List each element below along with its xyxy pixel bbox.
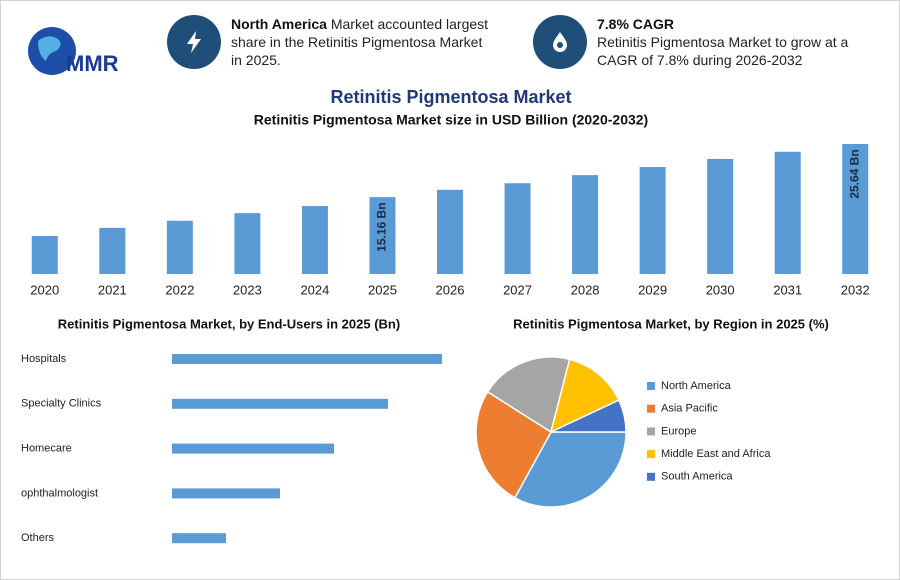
- category-label: ophthalmologist: [21, 487, 98, 499]
- pie-slice: [549, 358, 620, 434]
- x-tick-label: 2032: [841, 282, 870, 297]
- info-card: North America Market accounted largest s…: [167, 15, 497, 69]
- bar: [774, 151, 801, 274]
- x-tick-label: 2025: [368, 282, 397, 297]
- category-label: Homecare: [21, 443, 72, 455]
- card-body: Market accounted largest share in the Re…: [231, 16, 489, 68]
- x-tick-label: 2020: [30, 282, 59, 297]
- chart-title: Retinitis Pigmentosa Market size in USD …: [254, 112, 648, 128]
- bar: [572, 175, 599, 274]
- bar: [707, 158, 734, 274]
- x-tick-label: 2029: [638, 282, 667, 297]
- bar: [172, 488, 280, 499]
- legend-label: North America: [661, 380, 732, 392]
- legend-label: Europe: [661, 425, 696, 437]
- card-text: 7.8% CAGR Retinitis Pigmentosa Market to …: [597, 15, 863, 69]
- x-tick-label: 2028: [571, 282, 600, 297]
- bar: [437, 189, 463, 274]
- legend-label: Asia Pacific: [661, 403, 718, 415]
- chart-title: Retinitis Pigmentosa Market, by Region i…: [513, 316, 829, 331]
- legend-swatch: [647, 427, 655, 436]
- value-label: 25.64 Bn: [847, 149, 861, 198]
- chart-title: Retinitis Pigmentosa Market, by End-User…: [58, 316, 400, 331]
- x-tick-label: 2021: [98, 282, 127, 297]
- pie-slice: [475, 390, 552, 499]
- legend-label: South America: [661, 471, 733, 483]
- bar: [234, 213, 261, 274]
- card-title: North America: [231, 16, 327, 32]
- bar: [301, 206, 328, 274]
- legend-swatch: [647, 472, 655, 481]
- card-body: Retinitis Pigmentosa Market to grow at a…: [597, 34, 849, 68]
- legend-label: Middle East and Africa: [661, 448, 771, 460]
- category-label: Hospitals: [21, 353, 67, 365]
- bar: [172, 533, 226, 544]
- category-label: Others: [21, 532, 55, 544]
- bar: [99, 227, 126, 274]
- logo-text: MMR: [66, 51, 119, 76]
- legend-swatch: [647, 450, 655, 459]
- x-tick-label: 2024: [300, 282, 329, 297]
- page-title: Retinitis Pigmentosa Market: [330, 87, 571, 107]
- x-tick-label: 2031: [773, 282, 802, 297]
- pie-slice: [550, 399, 627, 433]
- pie-slice: [513, 431, 627, 508]
- card-text: North America Market accounted largest s…: [231, 15, 497, 69]
- bar: [172, 443, 334, 454]
- pie-slice: [486, 356, 571, 434]
- x-tick-label: 2022: [165, 282, 194, 297]
- logo: MMR: [28, 27, 119, 76]
- category-label: Specialty Clinics: [21, 398, 102, 410]
- bar: [166, 220, 193, 274]
- legend-swatch: [647, 404, 655, 413]
- x-tick-label: 2023: [233, 282, 262, 297]
- x-tick-label: 2026: [436, 282, 465, 297]
- x-tick-label: 2030: [706, 282, 735, 297]
- logo-land: [38, 36, 61, 61]
- info-card: 7.8% CAGR Retinitis Pigmentosa Market to …: [533, 15, 863, 69]
- bar: [172, 354, 442, 364]
- bar: [369, 197, 396, 274]
- bar: [172, 398, 388, 409]
- value-label: 15.16 Bn: [375, 202, 389, 251]
- bar: [504, 183, 531, 274]
- card-icon: [533, 15, 587, 69]
- card-title: 7.8% CAGR: [597, 16, 675, 32]
- bar: [31, 235, 58, 274]
- bolt-icon: [187, 31, 201, 53]
- bar: [842, 144, 869, 274]
- card-icon: [167, 15, 221, 69]
- drop-icon: [553, 32, 567, 52]
- bar: [639, 167, 666, 274]
- legend-swatch: [647, 382, 655, 390]
- x-tick-label: 2027: [503, 282, 532, 297]
